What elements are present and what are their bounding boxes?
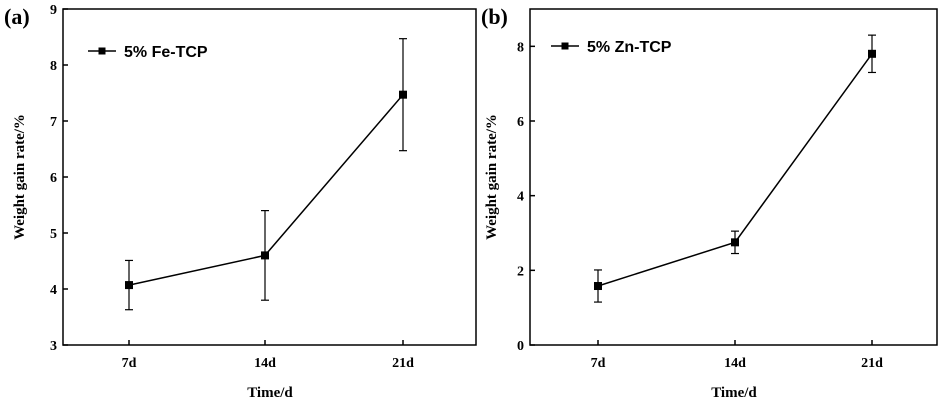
y-tick-label-a: 6 <box>50 171 57 186</box>
y-tick-label-a: 3 <box>50 339 57 354</box>
data-point-b <box>594 282 602 291</box>
chart-panel-a: (a) 3 4 5 6 7 8 9 7d 14d 21d Time/d Weight gain … <box>4 3 477 401</box>
y-tick-label-a: 5 <box>50 227 57 242</box>
y-tick-label-b: 2 <box>517 264 524 279</box>
legend-marker-b <box>561 42 569 50</box>
y-axis-label-b: Weight gain rate/% <box>484 114 500 240</box>
y-tick-label-a: 4 <box>50 283 57 298</box>
legend-b: 5% Zn-TCP <box>551 39 672 56</box>
y-tick-label-a: 8 <box>50 59 57 74</box>
y-axis-label-a: Weight gain rate/% <box>12 114 28 240</box>
x-tick-label-a: 14d <box>254 356 276 371</box>
x-ticks-a: 7d 14d 21d <box>122 340 414 371</box>
series-b <box>594 34 876 303</box>
x-tick-label-b: 21d <box>861 356 883 371</box>
y-tick-label-a: 7 <box>50 115 57 130</box>
legend-marker-a <box>98 47 106 55</box>
x-tick-label-b: 14d <box>724 356 746 371</box>
x-tick-label-a: 7d <box>122 356 137 371</box>
data-point-a <box>125 281 133 290</box>
legend-a: 5% Fe-TCP <box>88 44 208 61</box>
data-point-b <box>731 238 739 247</box>
x-tick-label-b: 7d <box>591 356 606 371</box>
panel-label-a: (a) <box>4 4 30 29</box>
data-point-b <box>868 49 876 58</box>
x-tick-label-a: 21d <box>392 356 414 371</box>
y-tick-label-b: 8 <box>517 40 524 55</box>
series-a <box>125 38 407 311</box>
x-axis-label-a: Time/d <box>247 385 293 401</box>
y-tick-label-b: 6 <box>517 115 524 130</box>
legend-label-a: 5% Fe-TCP <box>124 44 208 61</box>
y-ticks-a: 3 4 5 6 7 8 9 <box>50 3 68 354</box>
y-tick-label-b: 0 <box>517 339 524 354</box>
legend-label-b: 5% Zn-TCP <box>587 39 672 56</box>
x-axis-label-b: Time/d <box>711 385 757 401</box>
chart-panel-b: (b) 0 2 4 6 8 7d 14d 21d Time/d Weight gain ra… <box>481 4 938 401</box>
data-point-a <box>261 251 269 260</box>
plot-frame-b <box>529 8 938 346</box>
panel-label-b: (b) <box>481 4 508 29</box>
y-tick-label-b: 4 <box>517 190 524 205</box>
data-point-a <box>399 90 407 99</box>
x-ticks-b: 7d 14d 21d <box>591 340 883 371</box>
y-ticks-b: 0 2 4 6 8 <box>517 40 535 354</box>
y-tick-label-a: 9 <box>50 3 57 18</box>
